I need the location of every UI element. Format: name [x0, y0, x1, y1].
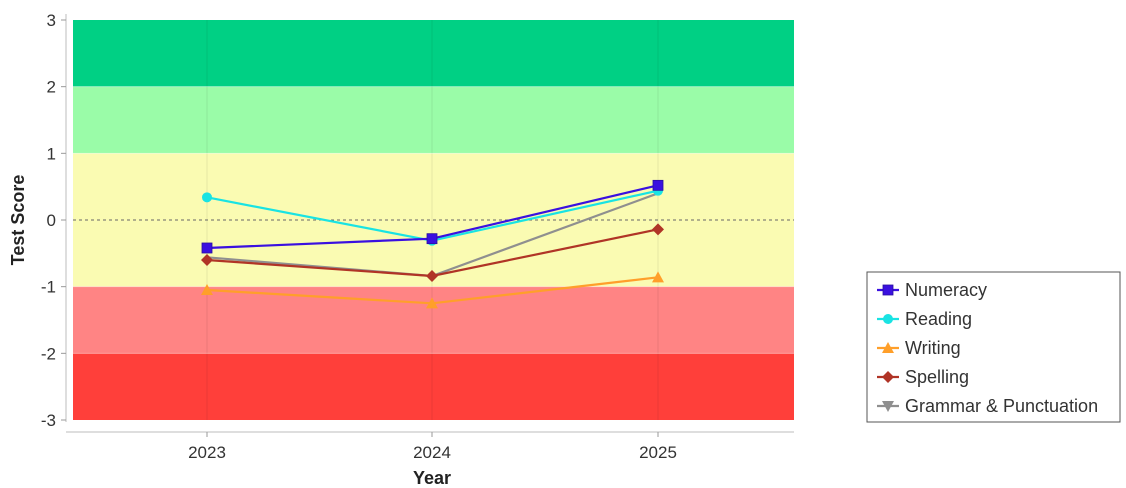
- y-tick-label: 3: [47, 11, 56, 30]
- y-tick-label: -2: [41, 344, 56, 363]
- data-point-reading: [202, 192, 212, 203]
- x-axis-title: Year: [413, 468, 451, 488]
- score-band-3: [73, 286, 794, 354]
- legend-marker-spelling: [882, 371, 894, 383]
- x-tick-label: 2023: [188, 443, 226, 462]
- legend-marker-numeracy: [882, 284, 894, 296]
- legend-label-writing: Writing: [905, 338, 961, 358]
- score-band-1: [73, 86, 794, 154]
- legend-box: [866, 271, 1121, 423]
- data-point-numeracy: [201, 242, 213, 254]
- legend: Numeracy Reading Writing Spelling Grammar & …: [866, 271, 1121, 423]
- y-axis-title: Test Score: [8, 175, 28, 266]
- legend-label-grammar-punctuation: Grammar & Punctuation: [905, 396, 1098, 416]
- data-point-numeracy: [426, 233, 438, 245]
- y-tick-label: -3: [41, 411, 56, 430]
- legend-label-spelling: Spelling: [905, 367, 969, 387]
- legend-label-numeracy: Numeracy: [905, 280, 987, 300]
- series-markers: [201, 179, 664, 309]
- data-point-writing: [201, 284, 213, 295]
- y-tick-label: 1: [47, 144, 56, 163]
- axes: 3 2 1 0 -1 -2 -3 2023 2024 2025: [41, 11, 794, 462]
- data-point-writing: [652, 271, 664, 283]
- x-tick-label: 2024: [413, 443, 451, 462]
- x-tick-label: 2025: [639, 443, 677, 462]
- data-point-writing: [426, 297, 438, 309]
- y-tick-label: -1: [41, 278, 56, 297]
- data-point-numeracy: [652, 179, 664, 191]
- score-band-0: [73, 20, 794, 87]
- y-tick-label: 2: [47, 78, 56, 97]
- grid-lines: [73, 20, 794, 420]
- data-point-spelling: [426, 270, 438, 282]
- legend-label-reading: Reading: [905, 309, 972, 329]
- data-point-spelling: [201, 254, 213, 266]
- legend-marker-grammar-punctuation: [882, 401, 894, 412]
- score-band-4: [73, 353, 794, 420]
- legend-marker-reading: [883, 314, 893, 324]
- legend-marker-writing: [882, 342, 894, 353]
- data-point-spelling: [652, 223, 664, 236]
- y-tick-label: 0: [47, 211, 56, 230]
